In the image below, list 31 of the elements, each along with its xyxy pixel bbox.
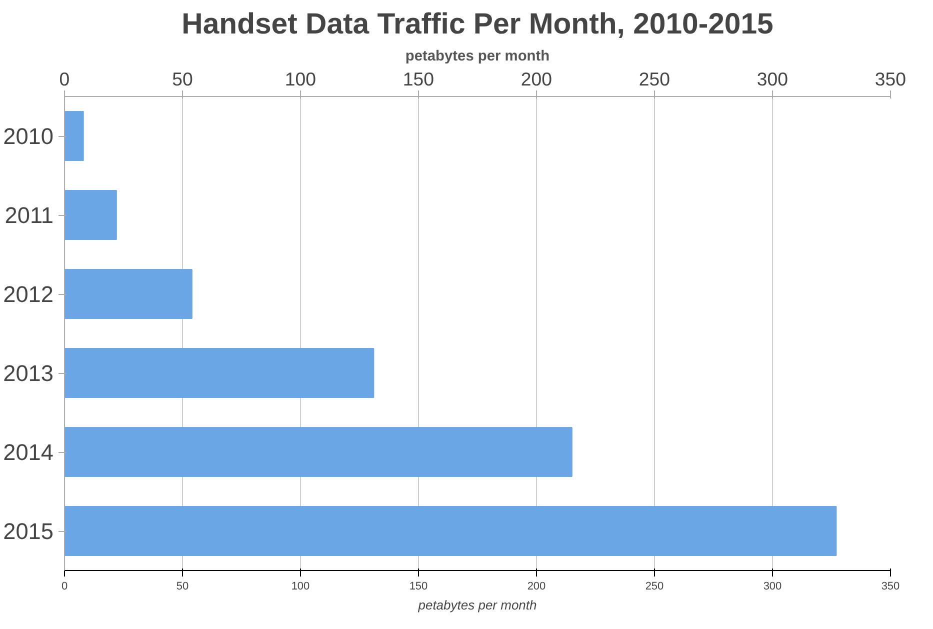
x2-tick-label: 50 [176, 580, 189, 592]
bar [64, 348, 374, 398]
y-tick-label: 2014 [3, 439, 54, 465]
chart-title: Handset Data Traffic Per Month, 2010-2015 [182, 8, 774, 40]
bar [64, 506, 837, 556]
x2-tick-label: 100 [291, 580, 310, 592]
x2-tick-label: 0 [61, 580, 68, 592]
x-tick-label: 0 [59, 68, 70, 90]
x-tick-label: 50 [172, 68, 193, 90]
x-tick-label: 150 [402, 68, 434, 90]
x-tick-label: 350 [874, 68, 906, 90]
bar [64, 427, 572, 477]
x2-tick-label: 350 [881, 580, 900, 592]
x-tick-label: 100 [284, 68, 316, 90]
x-tick-label: 200 [520, 68, 552, 90]
x2-tick-label: 300 [763, 580, 782, 592]
x2-tick-label: 200 [527, 580, 546, 592]
x2-axis-title: petabytes per month [405, 48, 550, 64]
y-tick-label: 2012 [3, 281, 54, 307]
y-tick-label: 2010 [3, 123, 54, 149]
x-axis-title: petabytes per month [417, 598, 537, 612]
bar [64, 190, 117, 240]
bar [64, 269, 192, 319]
y-tick-label: 2015 [3, 518, 54, 544]
x-tick-label: 250 [638, 68, 670, 90]
y-tick-label: 2011 [4, 202, 54, 228]
y-tick-label: 2013 [3, 360, 54, 386]
x-tick-label: 300 [756, 68, 788, 90]
bar [64, 111, 84, 161]
x2-tick-label: 250 [645, 580, 664, 592]
x2-tick-label: 150 [409, 580, 428, 592]
